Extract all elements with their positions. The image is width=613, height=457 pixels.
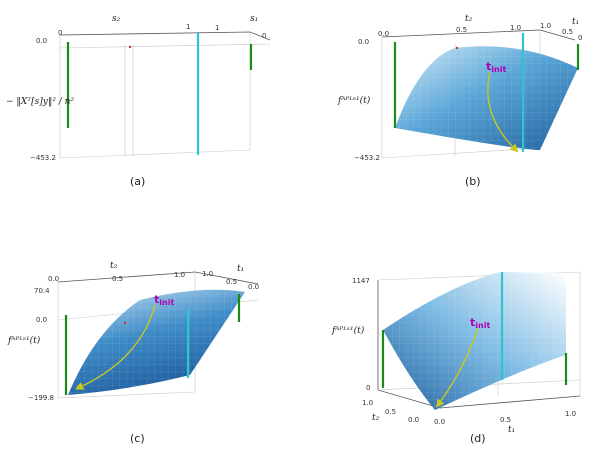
panel-c-z-tick-1: 0.0	[36, 316, 47, 324]
panel-c-y-tick-1: 0.5	[226, 278, 237, 286]
panel-c-caption: (c)	[130, 432, 145, 445]
panel-c-y-label: t₁	[237, 264, 244, 274]
panel-c-z-tick-0: 70.4	[34, 287, 50, 295]
panel-a-z-tick-0: 0.0	[36, 37, 47, 45]
panel-b-x-label: t₂	[465, 14, 473, 24]
panel-a-caption: (a)	[130, 175, 145, 188]
panel-d-bottom-frame	[439, 395, 581, 409]
panel-d-y-label: t₂	[372, 413, 380, 423]
panel-a-point	[128, 45, 132, 49]
panel-c-y-tick-0: 1.0	[202, 270, 213, 278]
panel-b-optimization-path	[487, 71, 519, 153]
panel-c: tinit t₂ t₁ 0.0 0.5 1.0 1.0 0.5 0.0 70.4…	[7, 261, 259, 445]
panel-a-y-tick-0: 1	[215, 24, 219, 32]
panel-c-z-tick-2: −199.8	[28, 394, 54, 402]
panel-b-x-tick-1: 0.5	[456, 26, 467, 34]
panel-c-optimization-path	[74, 304, 156, 390]
panel-a-x-tick-1: 1	[186, 23, 190, 31]
panel-b-tinit: tinit	[486, 60, 506, 74]
panel-d: tinit t₁ t₂ 0.0 0.5 1.0 1.0 0.5 0.0 1147…	[331, 271, 581, 445]
panel-a: s₂ s₁ 0 1 1 0 0.0 −453.2 − ‖Xᵀ[s]y‖² / n…	[6, 14, 271, 188]
panel-c-y-tick-2: 0.0	[248, 283, 259, 291]
panel-d-tinit: tinit	[470, 316, 490, 330]
panel-d-z-tick-1: 0	[366, 384, 370, 392]
panel-c-tinit: tinit	[154, 293, 174, 307]
panel-a-z-label: − ‖Xᵀ[s]y‖² / n²	[6, 97, 74, 107]
panel-b-y-label: t₁	[572, 17, 579, 27]
panel-c-x-tick-1: 0.5	[112, 275, 123, 283]
panel-b-top-frame	[381, 29, 576, 41]
panel-b-y-tick-0: 1.0	[540, 22, 551, 30]
panel-c-x-label: t₂	[110, 261, 118, 271]
panel-c-x-tick-2: 1.0	[174, 271, 185, 279]
panel-a-top-frame	[59, 31, 271, 41]
panel-d-caption: (d)	[470, 432, 486, 445]
panel-a-x-tick-0: 0	[58, 29, 62, 37]
panel-a-x-label: s₂	[112, 14, 121, 24]
panel-b-z-tick-1: −453.2	[354, 154, 380, 162]
panel-d-z-tick-0: 1147	[352, 277, 370, 285]
panel-d-x-tick-2: 1.0	[565, 410, 576, 418]
panel-b-z-label: fᴬᴾᴸˢ¹(t)	[337, 95, 371, 106]
panel-d-y-tick-2: 0.0	[408, 416, 419, 424]
panel-a-y-tick-1: 0	[262, 32, 266, 40]
panel-b-x-tick-0: 0.0	[378, 30, 389, 38]
panel-b: tinit t₂ t₁ 0.0 0.5 1.0 1.0 0.5 0 0.0 −4…	[337, 14, 582, 188]
panel-d-x-tick-1: 0.5	[500, 416, 511, 424]
panel-b-y-tick-1: 0.5	[562, 28, 573, 36]
panel-c-z-label: fᴬᴾᴸˢ¹(t)	[7, 335, 41, 346]
panel-a-z-tick-1: −453.2	[30, 154, 56, 162]
panel-d-y-tick-0: 1.0	[362, 399, 373, 407]
panel-a-y-label: s₁	[250, 14, 258, 24]
panel-d-x-label: t₁	[508, 425, 515, 435]
panel-d-optimization-path	[436, 327, 479, 408]
panel-d-x-tick-0: 0.0	[434, 418, 445, 426]
panel-c-x-tick-0: 0.0	[48, 275, 59, 283]
panel-b-z-tick-0: 0.0	[358, 38, 369, 46]
panel-b-x-tick-2: 1.0	[510, 24, 521, 32]
panel-b-caption: (b)	[465, 175, 481, 188]
panel-b-y-tick-2: 0	[578, 34, 582, 42]
panel-d-z-label: fᴬᴾᴸˢ¹(t)	[331, 325, 365, 336]
panel-d-y-tick-1: 0.5	[385, 408, 396, 416]
